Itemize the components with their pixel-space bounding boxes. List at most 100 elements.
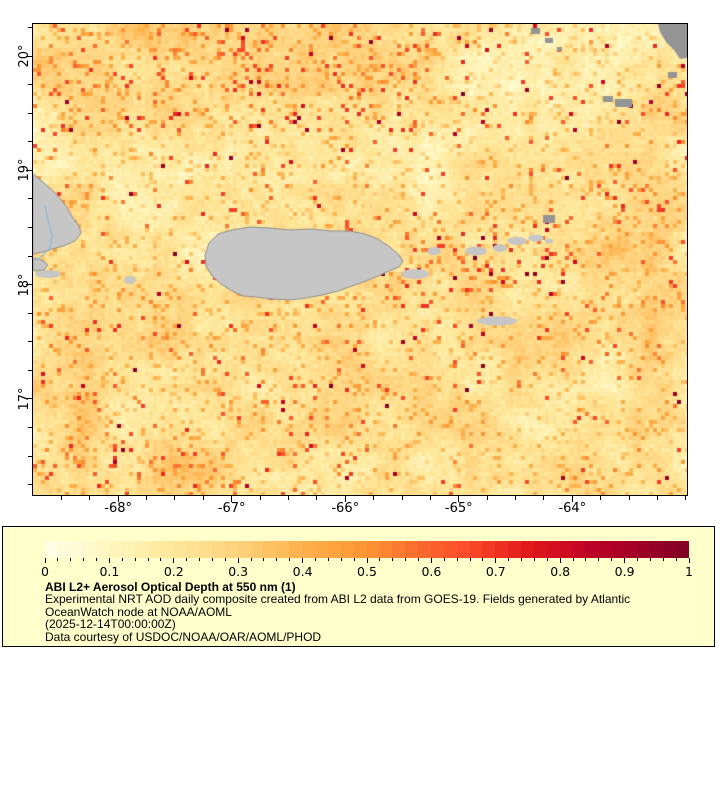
y-minor-tick: [28, 341, 32, 343]
y-minor-tick: [28, 84, 32, 86]
legend-box: ABI L2+ Aerosol Optical Depth at 550 nm …: [2, 526, 715, 647]
colorbar-tick-label: 0: [41, 564, 49, 579]
colorbar-minor-tick: [83, 558, 85, 561]
x-tick-label: -66°: [331, 501, 360, 516]
colorbar-minor-tick: [211, 558, 213, 561]
colorbar-major-tick: [366, 558, 368, 563]
x-major-tick: [117, 496, 119, 502]
colorbar-major-tick: [44, 558, 46, 563]
colorbar-minor-tick: [662, 558, 664, 561]
colorbar-tick-label: 0.2: [163, 564, 184, 579]
x-minor-tick: [685, 496, 687, 500]
x-major-tick: [571, 496, 573, 502]
colorbar-minor-tick: [405, 558, 407, 561]
colorbar-minor-tick: [443, 558, 445, 561]
y-tick-label: 17°: [17, 387, 32, 411]
colorbar-major-tick: [559, 558, 561, 563]
y-minor-tick: [28, 369, 32, 371]
colorbar-tick-label: 0.1: [99, 564, 120, 579]
colorbar-minor-tick: [224, 558, 226, 561]
x-minor-tick: [486, 496, 488, 500]
y-tick-label: 19°: [17, 158, 32, 182]
y-minor-tick: [28, 198, 32, 200]
x-minor-tick: [429, 496, 431, 500]
y-minor-tick: [28, 141, 32, 143]
y-minor-tick: [28, 427, 32, 429]
colorbar-minor-tick: [121, 558, 123, 561]
x-minor-tick: [543, 496, 545, 500]
colorbar-minor-tick: [508, 558, 510, 561]
legend-line: OceanWatch node at NOAA/AOML: [45, 604, 232, 619]
colorbar-minor-tick: [598, 558, 600, 561]
colorbar-major-tick: [624, 558, 626, 563]
colorbar-minor-tick: [379, 558, 381, 561]
colorbar-minor-tick: [572, 558, 574, 561]
colorbar-minor-tick: [636, 558, 638, 561]
y-major-tick: [26, 398, 32, 400]
y-minor-tick: [28, 455, 32, 457]
x-minor-tick: [202, 496, 204, 500]
x-major-tick: [458, 496, 460, 502]
colorbar-major-tick: [495, 558, 497, 563]
colorbar-minor-tick: [546, 558, 548, 561]
colorbar-minor-tick: [611, 558, 613, 561]
x-major-tick: [344, 496, 346, 502]
colorbar: [45, 541, 689, 558]
map-canvas: [33, 24, 687, 495]
colorbar-minor-tick: [327, 558, 329, 561]
x-minor-tick: [515, 496, 517, 500]
legend-title: ABI L2+ Aerosol Optical Depth at 550 nm …: [45, 580, 296, 594]
colorbar-minor-tick: [134, 558, 136, 561]
colorbar-minor-tick: [482, 558, 484, 561]
legend-line: Experimental NRT AOD daily composite cre…: [45, 592, 631, 607]
colorbar-tick-label: 0.4: [292, 564, 313, 579]
x-tick-label: -68°: [104, 501, 133, 516]
x-minor-tick: [174, 496, 176, 500]
y-tick-label: 18°: [17, 273, 32, 297]
y-major-tick: [26, 55, 32, 57]
colorbar-minor-tick: [96, 558, 98, 561]
y-minor-tick: [28, 312, 32, 314]
colorbar-major-tick: [173, 558, 175, 563]
y-tick-label: 20°: [17, 44, 32, 68]
colorbar-minor-tick: [160, 558, 162, 561]
colorbar-minor-tick: [250, 558, 252, 561]
x-minor-tick: [316, 496, 318, 500]
colorbar-minor-tick: [57, 558, 59, 561]
colorbar-major-tick: [108, 558, 110, 563]
x-minor-tick: [656, 496, 658, 500]
x-major-tick: [231, 496, 233, 502]
colorbar-minor-tick: [289, 558, 291, 561]
x-minor-tick: [628, 496, 630, 500]
colorbar-minor-tick: [392, 558, 394, 561]
colorbar-minor-tick: [353, 558, 355, 561]
colorbar-minor-tick: [340, 558, 342, 561]
y-minor-tick: [28, 112, 32, 114]
colorbar-minor-tick: [263, 558, 265, 561]
x-minor-tick: [401, 496, 403, 500]
x-tick-label: -65°: [444, 501, 473, 516]
x-tick-label: -67°: [217, 501, 246, 516]
y-major-tick: [26, 284, 32, 286]
colorbar-major-tick: [688, 558, 690, 563]
y-major-tick: [26, 169, 32, 171]
colorbar-tick-label: 0.9: [614, 564, 635, 579]
legend-text: ABI L2+ Aerosol Optical Depth at 550 nm …: [45, 581, 630, 643]
colorbar-minor-tick: [585, 558, 587, 561]
x-tick-label: -64°: [558, 501, 587, 516]
y-minor-tick: [28, 26, 32, 28]
colorbar-tick-label: 0.3: [228, 564, 249, 579]
colorbar-minor-tick: [276, 558, 278, 561]
x-minor-tick: [60, 496, 62, 500]
x-minor-tick: [600, 496, 602, 500]
colorbar-minor-tick: [675, 558, 677, 561]
colorbar-tick-label: 0.7: [485, 564, 506, 579]
y-minor-tick: [28, 484, 32, 486]
colorbar-minor-tick: [469, 558, 471, 561]
colorbar-major-tick: [430, 558, 432, 563]
colorbar-major-tick: [237, 558, 239, 563]
colorbar-minor-tick: [186, 558, 188, 561]
colorbar-minor-tick: [649, 558, 651, 561]
map-frame: [32, 23, 688, 496]
